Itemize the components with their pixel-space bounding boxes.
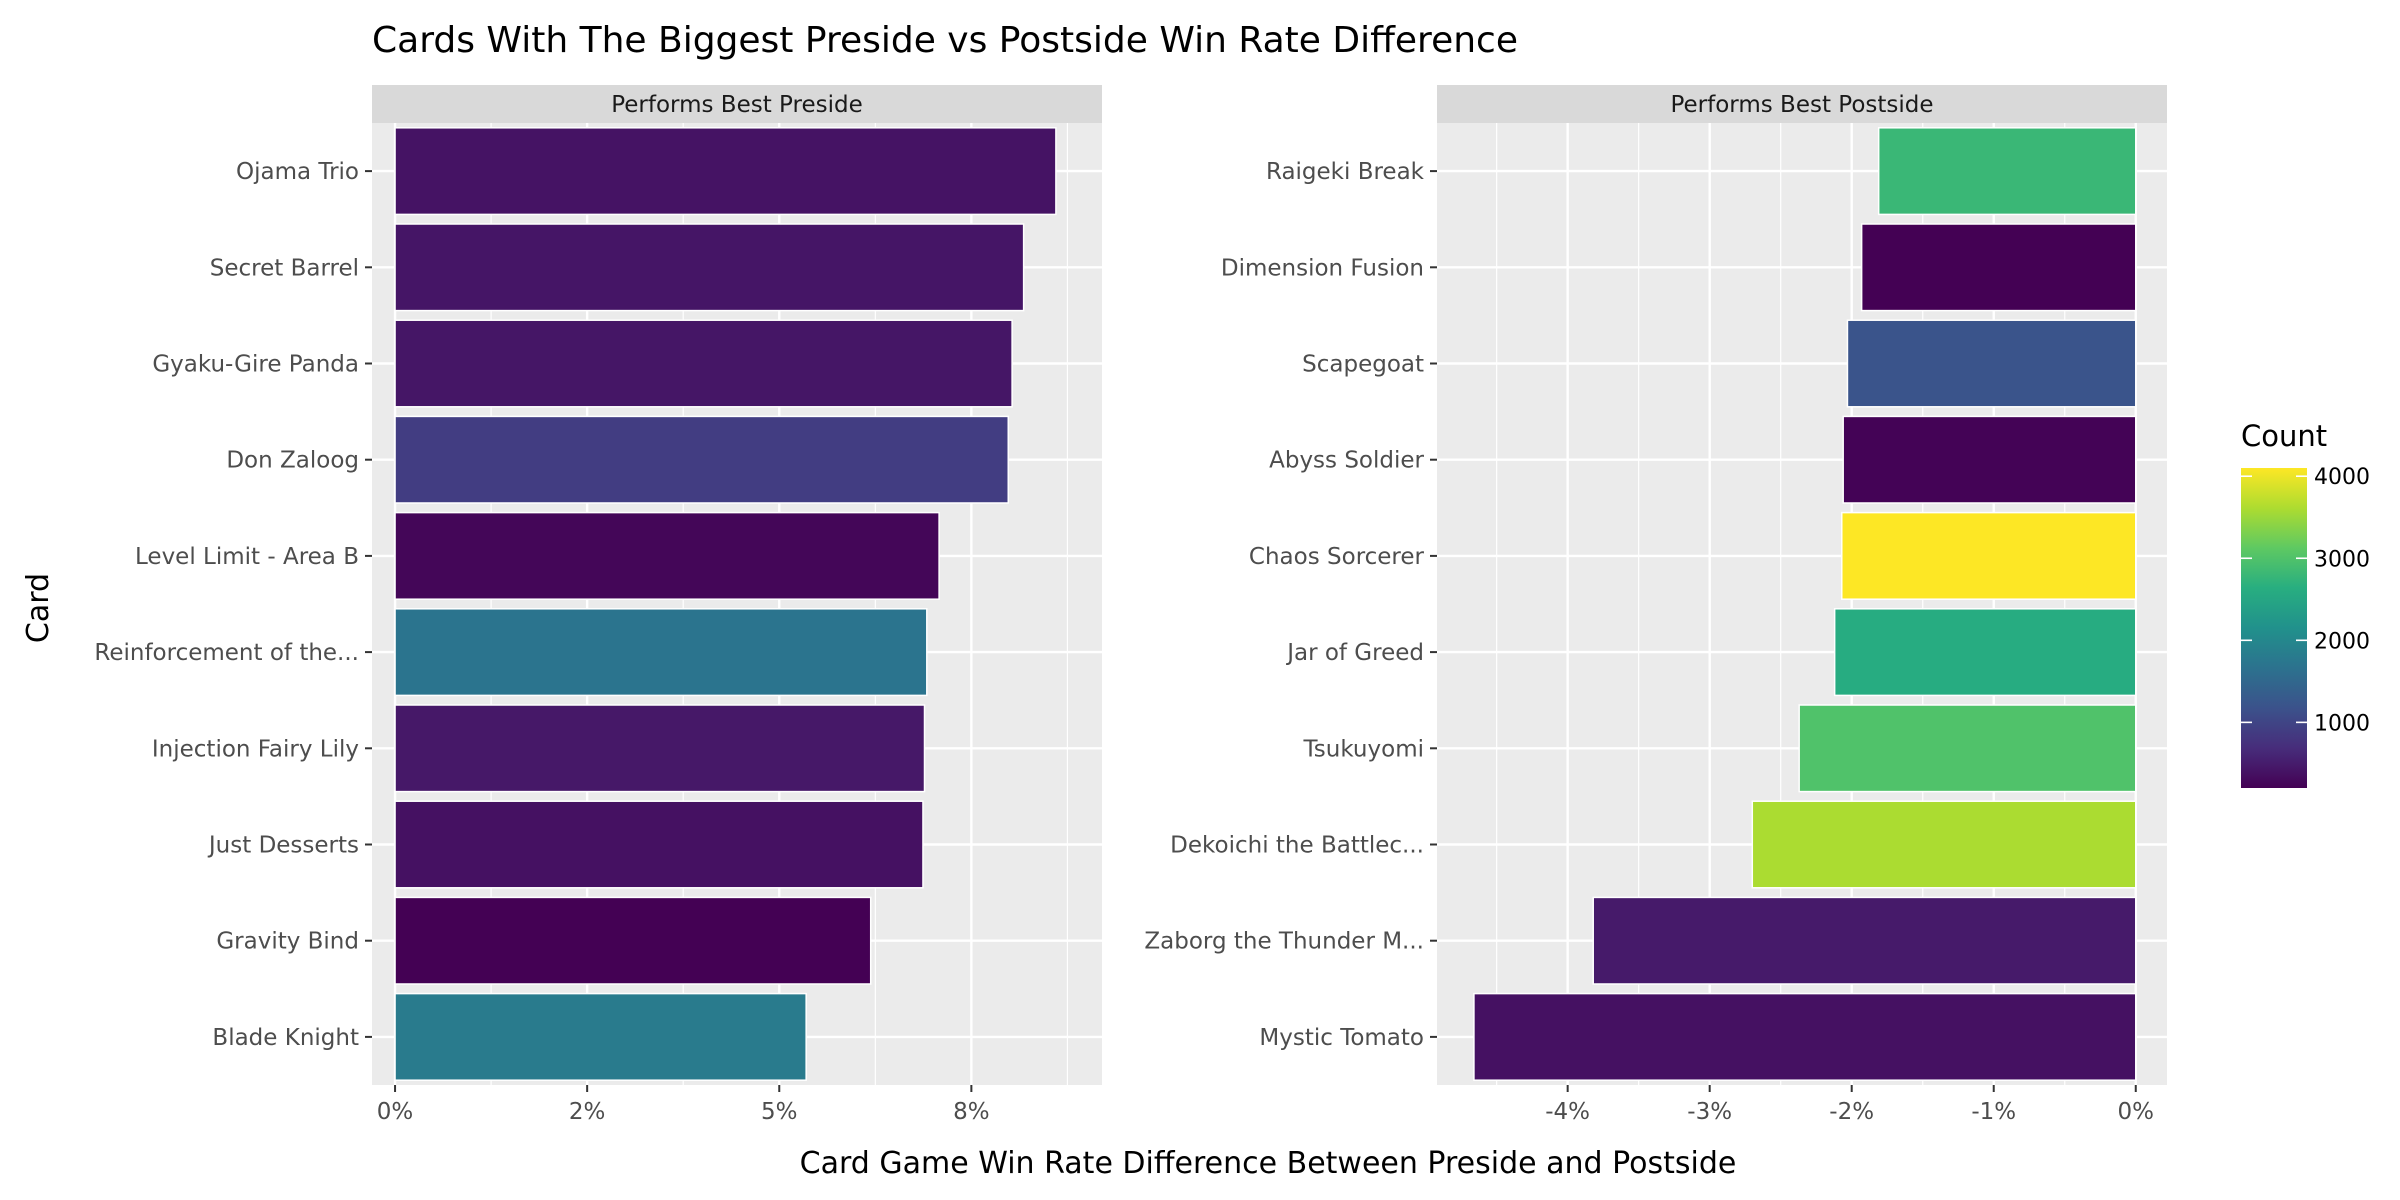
x-axis-title: Card Game Win Rate Difference Between Pr… [800,1146,1737,1181]
facet-strip [372,85,1102,123]
facet-label: Performs Best Preside [611,92,863,118]
panel-preside: Performs Best Preside 0% 2% 5% 8% Ojama Trio S… [94,85,1102,1125]
facet-label: Performs Best Postside [1670,92,1933,118]
bar [394,608,928,697]
x-tick-label: -4% [1545,1099,1590,1125]
bar [394,127,1057,216]
bar [1473,992,2137,1081]
bar [1860,223,2137,312]
legend-tick-label: 1000 [2314,711,2370,736]
x-tick-label: 2% [569,1099,606,1125]
x-tick-label: -1% [1971,1099,2016,1125]
bar [394,896,872,985]
legend-title: Count [2241,419,2327,453]
bar [394,223,1025,312]
panel-postside: Performs Best Postside -4% -3% -2% -1% 0% Raig… [1144,85,2167,1125]
y-axis-title: Card [21,573,56,643]
bar [1877,127,2137,216]
y-tick-label: Tsukuyomi [1303,736,1424,762]
bar [394,319,1013,408]
y-tick-label: Scapegoat [1302,352,1424,378]
y-tick-label: Zaborg the Thunder M... [1144,929,1424,955]
bar [1842,415,2137,504]
facet-strip [1437,85,2167,123]
y-tick-label: Dekoichi the Battlec... [1170,833,1424,859]
y-tick-label: Jar of Greed [1285,640,1424,666]
legend-tick-label: 4000 [2314,465,2370,490]
legend-tick-label: 2000 [2314,629,2370,654]
bar [394,800,924,889]
bar [394,511,940,600]
bar [1841,511,2137,600]
bar [1751,800,2137,889]
y-tick-label: Just Desserts [207,833,359,859]
bar [394,704,926,793]
y-tick-label: Blade Knight [212,1025,359,1051]
chart-title: Cards With The Biggest Preside vs Postsi… [372,20,1518,61]
y-tick-label: Dimension Fusion [1221,255,1424,281]
legend-colorbar [2241,468,2307,788]
y-tick-label: Abyss Soldier [1269,448,1424,474]
x-tick-label: 0% [2118,1099,2155,1125]
y-tick-label: Gyaku-Gire Panda [152,352,359,378]
y-tick-label: Secret Barrel [210,255,359,281]
legend: Count 1000 2000 3000 4000 [2241,419,2370,788]
y-tick-label: Don Zaloog [226,448,359,474]
bar [1592,896,2137,985]
bar [1846,319,2137,408]
x-tick-label: -3% [1687,1099,1732,1125]
x-tick-label: -2% [1829,1099,1874,1125]
legend-tick-label: 3000 [2314,547,2370,572]
x-tick-label: 0% [377,1099,414,1125]
y-tick-label: Level Limit - Area B [135,544,359,570]
bar [394,992,807,1081]
y-tick-label: Injection Fairy Lily [152,736,359,762]
x-tick-label: 8% [953,1099,990,1125]
x-tick-label: 5% [761,1099,798,1125]
y-tick-label: Raigeki Break [1266,159,1425,185]
y-tick-label: Mystic Tomato [1259,1025,1424,1051]
y-tick-label: Chaos Sorcerer [1249,544,1425,570]
bar [1798,704,2137,793]
y-tick-label: Gravity Bind [216,929,359,955]
y-tick-label: Ojama Trio [236,159,359,185]
bar [1833,608,2137,697]
bar [394,415,1010,504]
y-tick-label: Reinforcement of the... [94,640,359,666]
